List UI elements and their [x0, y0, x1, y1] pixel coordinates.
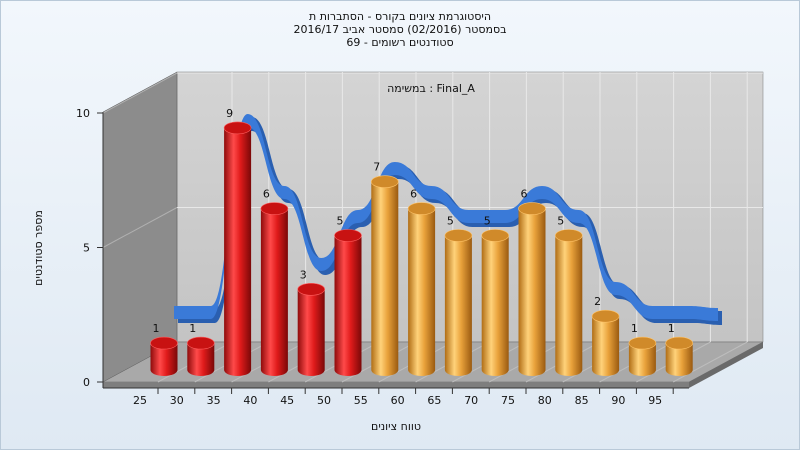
x-axis-title: טווח ציונים [371, 420, 421, 433]
x-tick-label: 40 [243, 394, 257, 407]
histogram-bar [150, 336, 178, 376]
bar-value-label: 2 [594, 295, 601, 308]
chart-subtitle-students: סטודנטים רשומים - 69 [346, 36, 454, 49]
x-tick-label: 80 [538, 394, 552, 407]
histogram-bar [407, 202, 436, 376]
bar-value-label: 3 [300, 268, 307, 281]
bar-value-label: 5 [484, 215, 491, 228]
bar-value-label: 6 [521, 188, 528, 201]
bar-value-label: 5 [557, 215, 564, 228]
x-tick-label: 95 [648, 394, 662, 407]
x-tick-label: 30 [170, 394, 184, 407]
histogram-bar [370, 175, 399, 376]
x-tick-label: 60 [391, 394, 405, 407]
histogram-bar [187, 336, 215, 376]
y-tick-label: 0 [83, 376, 90, 389]
x-tick-label: 55 [354, 394, 368, 407]
histogram-bar [518, 202, 546, 376]
chart-subtitle-semester: בסמסטר (02/2016) סמסטר אביב 2016/17 [293, 23, 507, 36]
x-tick-label: 75 [501, 394, 515, 407]
y-axis-title: מספר סטודנטים [32, 210, 45, 286]
histogram-bar [260, 202, 289, 376]
histogram-bar [444, 229, 473, 376]
bar-value-label: 5 [337, 215, 344, 228]
x-tick-label: 65 [427, 394, 441, 407]
bar-value-label: 1 [631, 322, 638, 335]
x-tick-label: 35 [207, 394, 221, 407]
histogram-bar [628, 336, 657, 376]
floor-edge [103, 382, 689, 388]
bar-value-label: 1 [153, 322, 160, 335]
histogram-bar [554, 229, 583, 376]
x-tick-label: 50 [317, 394, 331, 407]
bar-value-label: 1 [668, 322, 675, 335]
annotation-label: במשימה : Final_A [387, 82, 475, 95]
histogram-bar [591, 309, 620, 376]
bar-value-label: 6 [263, 188, 270, 201]
x-tick-label: 25 [133, 394, 147, 407]
floor-side-edge [689, 342, 763, 388]
y-tick-label: 10 [76, 107, 90, 120]
y-tick-label: 5 [83, 242, 90, 255]
bar-value-label: 6 [410, 188, 417, 201]
histogram-bar [297, 282, 326, 376]
bar-value-label: 5 [447, 215, 454, 228]
histogram-bar [665, 336, 694, 376]
histogram-bar [481, 229, 510, 376]
x-tick-label: 90 [611, 394, 625, 407]
x-tick-label: 45 [280, 394, 294, 407]
chart-title: היסטוגרמת ציונים בקורס - הסתברות ת [308, 10, 492, 23]
histogram-bar [334, 229, 362, 376]
bar-value-label: 7 [373, 161, 380, 174]
x-tick-label: 70 [464, 394, 478, 407]
histogram-bar [223, 121, 252, 377]
bar-value-label: 9 [226, 107, 233, 120]
bar-value-label: 1 [189, 322, 196, 335]
x-tick-label: 85 [575, 394, 589, 407]
